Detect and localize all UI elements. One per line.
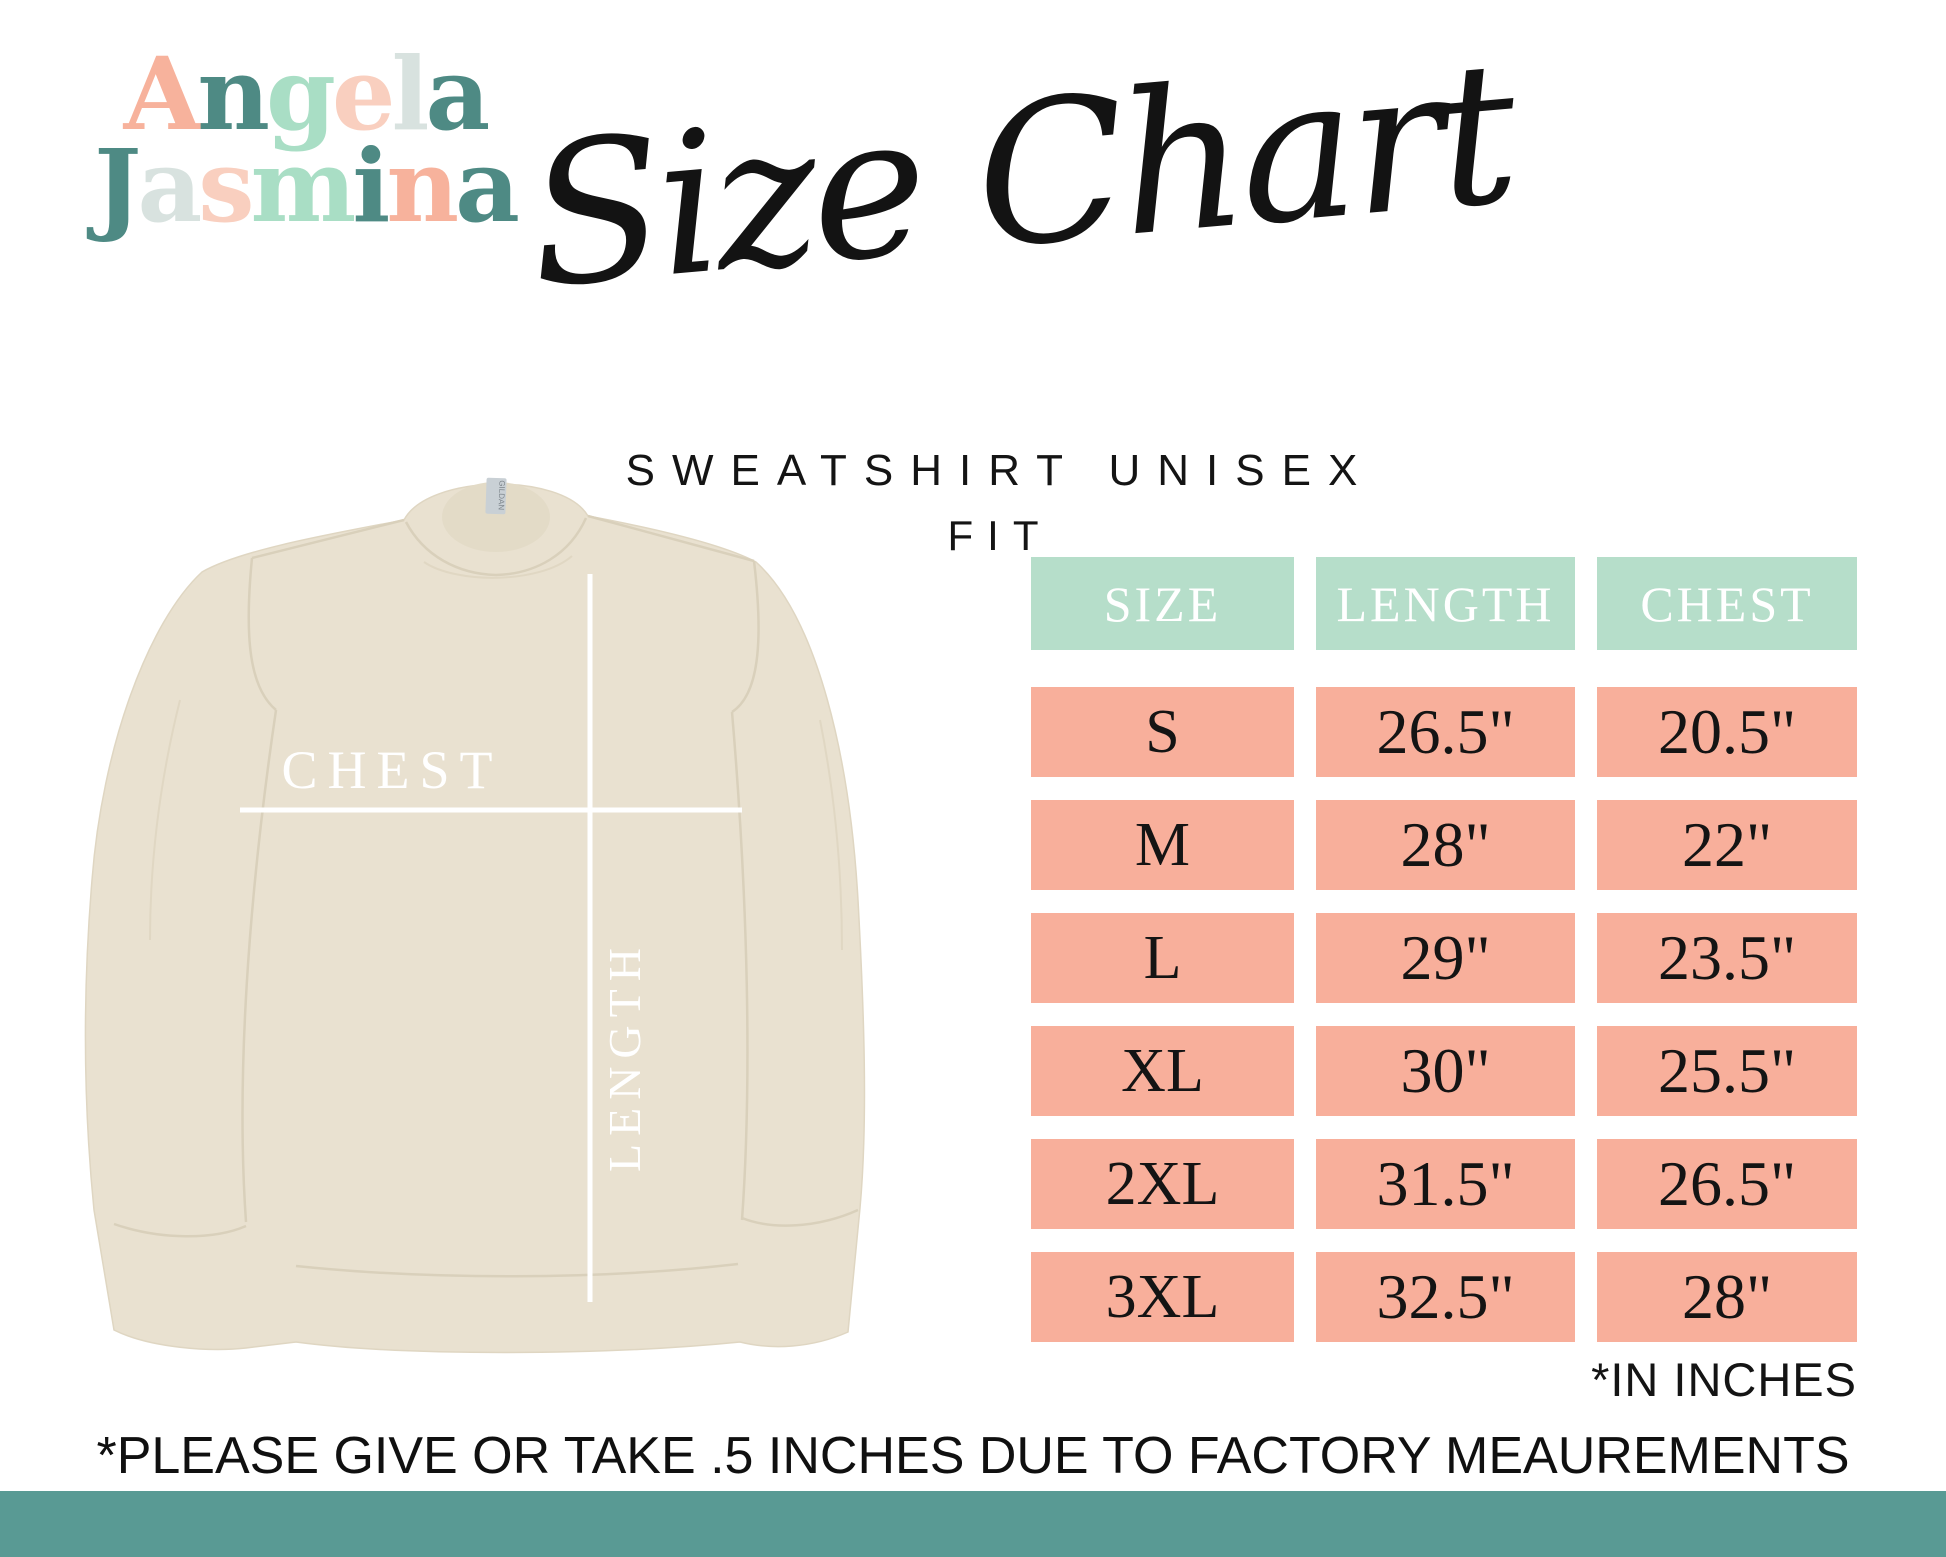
sweatshirt-illustration: GILDAN CHEST LENGTH xyxy=(84,477,866,1354)
footer-accent-bar xyxy=(0,1491,1946,1557)
cell-chest-l: 23.5" xyxy=(1597,913,1857,1003)
length-measure-label: LENGTH xyxy=(599,940,650,1172)
cell-chest-xl: 25.5" xyxy=(1597,1026,1857,1116)
cell-chest-m: 22" xyxy=(1597,800,1857,890)
collar-opening xyxy=(442,482,550,552)
subtitle-product: SWEATSHIRT UNISEX xyxy=(625,446,1375,495)
cell-chest-2xl: 26.5" xyxy=(1597,1139,1857,1229)
cell-size-s: S xyxy=(1031,687,1294,777)
garment-folds xyxy=(149,555,843,951)
cell-length-s: 26.5" xyxy=(1316,687,1575,777)
chest-measure-label: CHEST xyxy=(281,740,502,800)
cell-size-2xl: 2XL xyxy=(1031,1139,1294,1229)
subtitle-fit: FIT xyxy=(947,512,1053,559)
cell-size-xl: XL xyxy=(1031,1026,1294,1116)
units-note: *IN INCHES xyxy=(1591,1353,1857,1406)
cell-chest-3xl: 28" xyxy=(1597,1252,1857,1342)
size-table-header: SIZE LENGTH CHEST xyxy=(1031,557,1857,650)
sweatshirt-body xyxy=(84,483,866,1354)
cell-length-3xl: 32.5" xyxy=(1316,1252,1575,1342)
page-title: Size Chart xyxy=(519,19,1521,333)
cell-length-xl: 30" xyxy=(1316,1026,1575,1116)
cell-size-l: L xyxy=(1031,913,1294,1003)
neck-tag-label: GILDAN xyxy=(497,480,507,510)
column-header-size: SIZE xyxy=(1031,557,1294,650)
cell-chest-s: 20.5" xyxy=(1597,687,1857,777)
cell-length-m: 28" xyxy=(1316,800,1575,890)
column-header-length: LENGTH xyxy=(1316,557,1575,650)
cell-size-3xl: 3XL xyxy=(1031,1252,1294,1342)
cell-length-l: 29" xyxy=(1316,913,1575,1003)
garment-seams xyxy=(113,514,859,1278)
size-table: SIZE LENGTH CHEST S 26.5" 20.5" M 28" 22… xyxy=(1031,557,1857,1342)
cell-size-m: M xyxy=(1031,800,1294,890)
neck-tag: GILDAN xyxy=(485,477,507,515)
brand-logo-line2: Jasmina xyxy=(94,127,520,245)
column-header-chest: CHEST xyxy=(1597,557,1857,650)
cell-length-2xl: 31.5" xyxy=(1316,1139,1575,1229)
factory-tolerance-note: *PLEASE GIVE OR TAKE .5 INCHES DUE TO FA… xyxy=(96,1427,1850,1485)
size-table-body: S 26.5" 20.5" M 28" 22" L 29" 23.5" XL 3… xyxy=(1031,687,1857,1342)
brand-logo-line1: Angela xyxy=(123,35,491,153)
brand-logo: Angela Jasmina xyxy=(35,35,575,245)
